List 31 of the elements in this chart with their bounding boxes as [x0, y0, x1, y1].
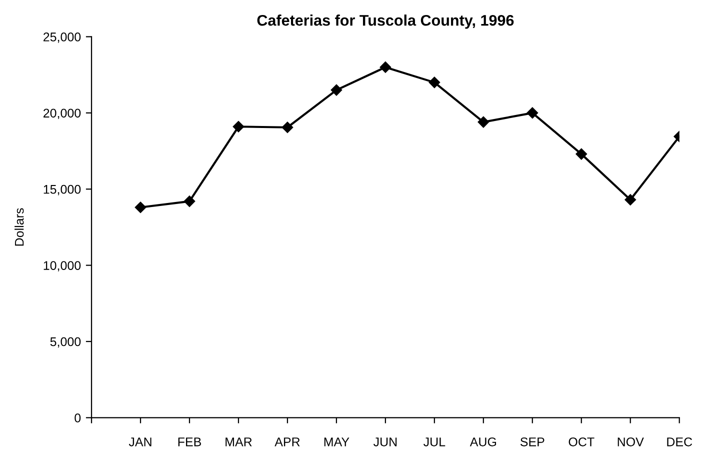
point — [232, 121, 244, 132]
x-tick-label: FEB — [178, 438, 201, 446]
point — [134, 202, 146, 213]
point — [478, 116, 490, 128]
point — [526, 107, 538, 119]
point — [184, 196, 196, 207]
point — [330, 84, 342, 96]
chart-title: Cafeterias for Tuscola County, 1996 — [257, 14, 514, 29]
point — [428, 76, 440, 88]
x-tick-label: JUL — [424, 438, 446, 446]
x-tick-label: MAR — [226, 438, 252, 446]
x-tick-label: APR — [274, 438, 300, 446]
x-tick-label: OCT — [568, 437, 594, 446]
x-tick-label: DEC — [667, 437, 692, 446]
x-tick-label: MAY — [324, 438, 350, 446]
y-axis-title: Dollars — [14, 208, 24, 246]
y-tick-label: 5,000 — [50, 337, 81, 348]
point — [576, 148, 587, 160]
x-tick-label: AUG — [470, 437, 496, 446]
y-tick-label: 10,000 — [44, 261, 81, 272]
x-tick-label: JAN — [128, 438, 152, 446]
point — [380, 62, 392, 73]
x-tick-label: SEP — [520, 437, 544, 446]
y-tick-label: 15,000 — [44, 184, 81, 196]
x-tick-label: NOV — [618, 437, 644, 446]
y-tick-label: 0 — [74, 413, 81, 422]
point — [624, 194, 636, 206]
point — [282, 122, 294, 133]
y-tick-label: 20,000 — [44, 108, 81, 120]
y-tick-label: 25,000 — [44, 32, 81, 43]
x-tick-label: JUN — [373, 438, 397, 446]
